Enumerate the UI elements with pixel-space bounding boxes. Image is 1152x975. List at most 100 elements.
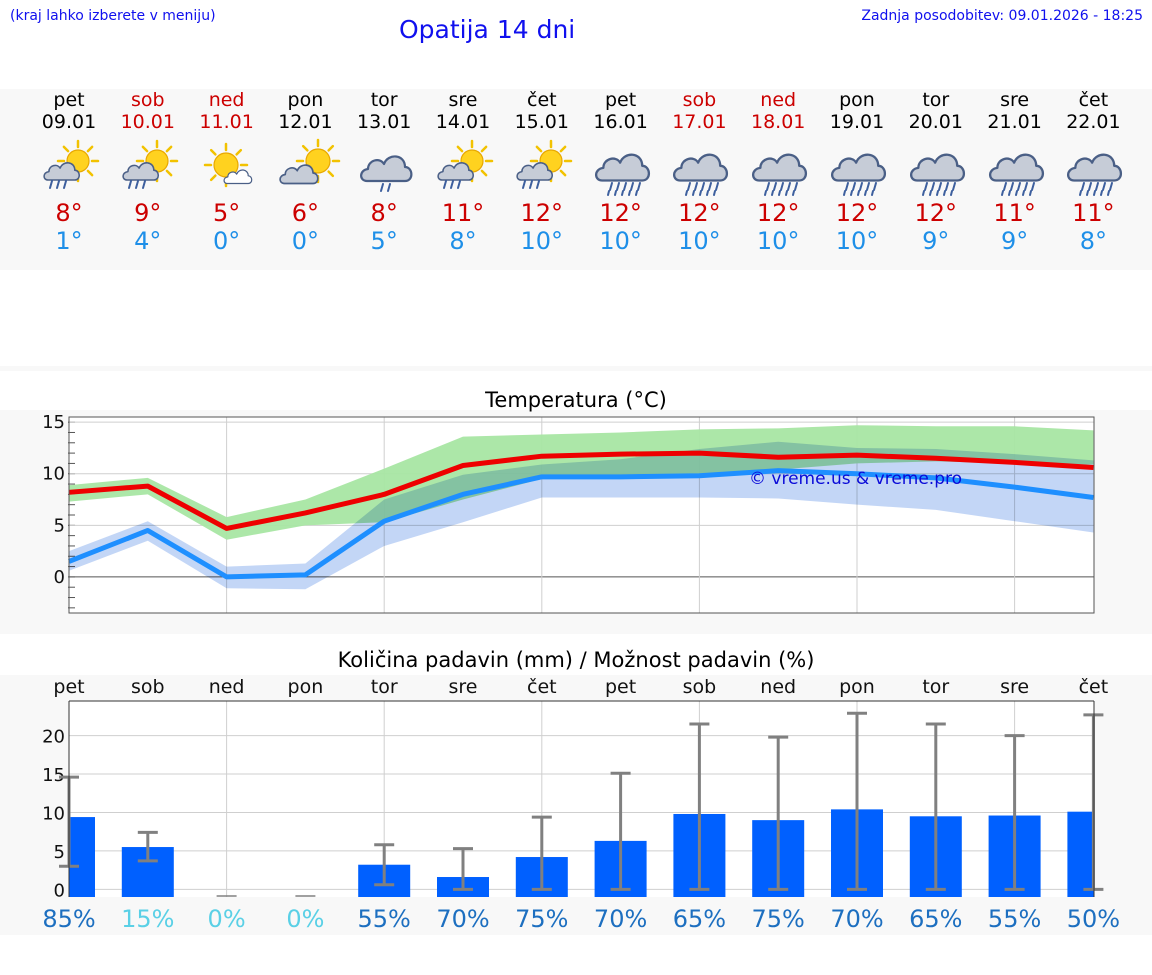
y-tick-label: 5	[54, 842, 65, 863]
day-name: sob	[682, 89, 717, 111]
sun-small-cloud-icon	[203, 142, 252, 188]
max-temperature: 11°	[441, 199, 485, 227]
min-temperature: 9°	[1000, 227, 1029, 255]
min-temperature: 1°	[55, 227, 83, 255]
day-name: pet	[53, 89, 85, 111]
day-label: tor	[371, 676, 398, 698]
precip-probability: 0%	[208, 905, 246, 933]
precipitation-chart: pet sob ned pon tor sre čet pet sob ned pon tor sre č…	[42, 676, 1120, 933]
last-update-timestamp: Zadnja posodobitev: 09.01.2026 - 18:25	[861, 8, 1143, 24]
min-temperature: 10°	[835, 227, 879, 255]
tmin-line	[68, 468, 1094, 580]
precip-probability: 65%	[909, 905, 962, 933]
min-temperature: 0°	[212, 227, 241, 255]
precip-probability: 55%	[358, 905, 411, 933]
page-title: Opatija 14 dni	[399, 15, 576, 44]
location-menu-hint: (kraj lahko izberete v meniju)	[10, 8, 216, 24]
cloud-heavy-rain-icon	[1067, 153, 1123, 196]
min-temperature: 4°	[134, 227, 162, 255]
day-label: pon	[839, 676, 875, 698]
y-tick-label: 15	[42, 412, 65, 433]
day-name: ned	[760, 89, 797, 111]
day-column: tor 13.01 8° 5°	[345, 89, 423, 255]
day-column: tor 20.01 12° 9°	[897, 89, 975, 255]
y-tick-label: 5	[54, 515, 65, 536]
plot-border	[68, 416, 1095, 614]
cloud-heavy-rain-icon	[594, 153, 650, 196]
precip-probability: 75%	[515, 905, 568, 933]
day-date: 21.01	[987, 111, 1042, 133]
day-date: 16.01	[593, 111, 648, 133]
day-label: ned	[209, 676, 245, 698]
day-label: tor	[922, 676, 949, 698]
max-temperature: 8°	[55, 199, 83, 227]
temperature-chart: 0 5 10 15 © vreme.us & vreme.pro	[42, 412, 1095, 614]
min-temperature: 10°	[756, 227, 800, 255]
day-date: 14.01	[435, 111, 491, 133]
max-temperature: 11°	[1072, 199, 1115, 227]
sun-cloud-rain-icon	[516, 139, 573, 189]
sun-cloud-rain-icon	[122, 139, 179, 189]
day-label: čet	[527, 676, 557, 698]
cloud-heavy-rain-icon	[988, 153, 1044, 196]
min-temperature: 8°	[1079, 227, 1108, 255]
max-temperature: 12°	[914, 199, 958, 227]
day-column: pet 16.01 12° 10°	[582, 89, 660, 255]
day-date: 20.01	[908, 111, 963, 133]
cloud-heavy-rain-icon	[752, 153, 808, 196]
day-column: čet 15.01 12° 10°	[503, 89, 581, 255]
day-column: pet 09.01 8° 1°	[30, 89, 108, 255]
day-date: 18.01	[750, 111, 806, 133]
day-name: pon	[839, 89, 875, 111]
sun-cloud-rain-icon	[43, 139, 100, 189]
day-column: ned 11.01 5° 0°	[188, 89, 266, 255]
precip-bar	[69, 817, 95, 897]
day-date: 11.01	[199, 111, 254, 133]
cloud-heavy-rain-icon	[830, 153, 887, 196]
day-name: sre	[448, 89, 478, 111]
y-tick-label: 20	[42, 727, 65, 748]
precip-probability: 65%	[673, 905, 726, 933]
cloud-heavy-rain-icon	[909, 153, 965, 196]
day-date: 17.01	[672, 111, 727, 133]
precip-probability: 55%	[988, 905, 1041, 933]
day-date: 12.01	[278, 111, 333, 133]
max-temperature: 12°	[678, 199, 721, 227]
day-name: tor	[922, 89, 950, 111]
day-column: ned 18.01 12° 10°	[739, 89, 817, 255]
day-label: sre	[1000, 676, 1029, 698]
max-temperature: 12°	[756, 199, 800, 227]
max-temperature: 12°	[599, 199, 642, 227]
day-label: sob	[683, 676, 717, 698]
day-column: sob 10.01 9° 4°	[109, 89, 187, 255]
max-temperature: 5°	[212, 199, 241, 227]
min-temperature: 8°	[449, 227, 477, 255]
day-name: čet	[1078, 89, 1109, 111]
day-name: čet	[527, 89, 557, 111]
max-temperature: 12°	[835, 199, 879, 227]
day-column: čet 22.01 11° 8°	[1054, 89, 1132, 255]
cloud-heavy-rain-icon	[673, 153, 729, 196]
temperature-chart-title: Temperatura (°C)	[485, 388, 667, 412]
min-temperature: 10°	[520, 227, 564, 255]
precip-probability: 70%	[594, 905, 647, 933]
day-date: 15.01	[514, 111, 569, 133]
y-tick-label: 0	[54, 880, 65, 901]
section-divider	[0, 366, 1152, 371]
precipitation-chart-title: Količina padavin (mm) / Možnost padavin …	[337, 648, 815, 672]
min-temperature: 10°	[599, 227, 642, 255]
day-date: 19.01	[829, 111, 885, 133]
max-temperature: 8°	[370, 199, 398, 227]
precip-bar	[1067, 811, 1094, 897]
min-temperature: 10°	[678, 227, 721, 255]
max-temperature: 11°	[993, 199, 1036, 227]
day-date: 13.01	[356, 111, 412, 133]
daily-forecast-strip: pet 09.01 8° 1° sob 10.01 9° 4° ned 11.01 5° 0° pon 1…	[0, 89, 1152, 259]
precip-probability: 15%	[121, 905, 174, 933]
y-tick-label: 0	[54, 567, 65, 588]
day-column: sob 17.01 12° 10°	[660, 89, 738, 255]
y-tick-label: 10	[42, 464, 65, 485]
max-temperature: 12°	[520, 199, 564, 227]
day-column: pon 12.01 6° 0°	[266, 89, 344, 255]
min-temperature: 0°	[291, 227, 320, 255]
